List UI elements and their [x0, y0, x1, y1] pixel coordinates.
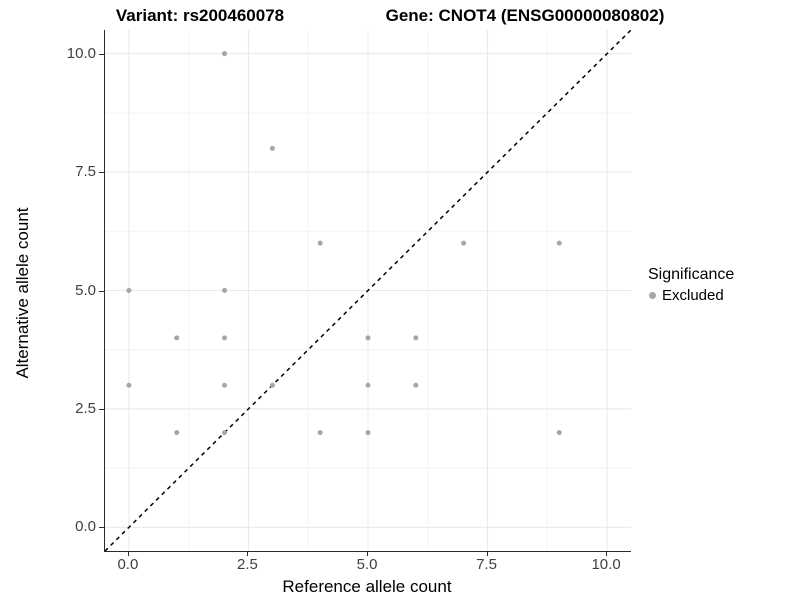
x-tick-mark: [247, 551, 249, 556]
plot-panel: [104, 30, 631, 552]
data-point: [365, 335, 371, 341]
data-point: [222, 288, 228, 293]
legend: Significance Excluded: [648, 266, 798, 304]
data-point: [174, 335, 180, 341]
gene-title: Gene: CNOT4 (ENSG00000080802): [385, 6, 665, 25]
data-point: [556, 430, 562, 436]
y-axis-title: Alternative allele count: [13, 207, 32, 379]
y-tick-label: 10.0: [66, 44, 96, 62]
excluded-point-icon: [649, 292, 656, 299]
x-tick-label: 7.5: [476, 556, 497, 573]
y-tick-label: 0.0: [75, 518, 96, 536]
x-tick-label: 5.0: [356, 556, 378, 573]
y-tick-mark: [99, 290, 104, 292]
y-tick-mark: [99, 408, 104, 410]
legend-entry-label: Excluded: [662, 287, 724, 304]
data-point: [413, 335, 419, 341]
y-tick-mark: [99, 53, 104, 55]
data-point: [222, 430, 228, 436]
x-axis-title: Reference allele count: [282, 577, 452, 596]
identity-reference-line: [105, 30, 631, 551]
data-point: [269, 382, 275, 388]
y-tick-mark: [99, 527, 104, 529]
data-point: [269, 145, 275, 151]
y-tick-mark: [99, 172, 104, 174]
data-point: [222, 382, 228, 388]
data-point: [174, 430, 180, 436]
x-tick-mark: [606, 551, 608, 556]
data-point: [317, 430, 323, 436]
legend-title: Significance: [648, 266, 735, 283]
data-point: [413, 382, 419, 388]
data-point: [222, 335, 228, 341]
y-tick-label: 5.0: [75, 281, 96, 299]
variant-title: Variant: rs200460078: [115, 6, 285, 25]
data-point: [556, 240, 562, 246]
data-point: [222, 51, 228, 57]
data-point: [126, 382, 132, 388]
x-tick-label: 0.0: [117, 556, 139, 573]
y-tick-label: 2.5: [75, 399, 96, 417]
x-tick-mark: [127, 551, 129, 556]
x-tick-mark: [367, 551, 368, 556]
data-point: [126, 288, 132, 293]
data-point: [317, 240, 323, 246]
legend-entry-excluded: Excluded: [649, 287, 798, 304]
data-point: [365, 430, 371, 436]
x-tick-label: 10.0: [591, 556, 621, 573]
data-point: [365, 382, 371, 388]
y-tick-label: 7.5: [75, 163, 96, 181]
data-point: [461, 240, 467, 246]
x-tick-mark: [486, 551, 488, 556]
x-tick-label: 2.5: [237, 556, 258, 573]
scatter-canvas: [105, 30, 631, 551]
